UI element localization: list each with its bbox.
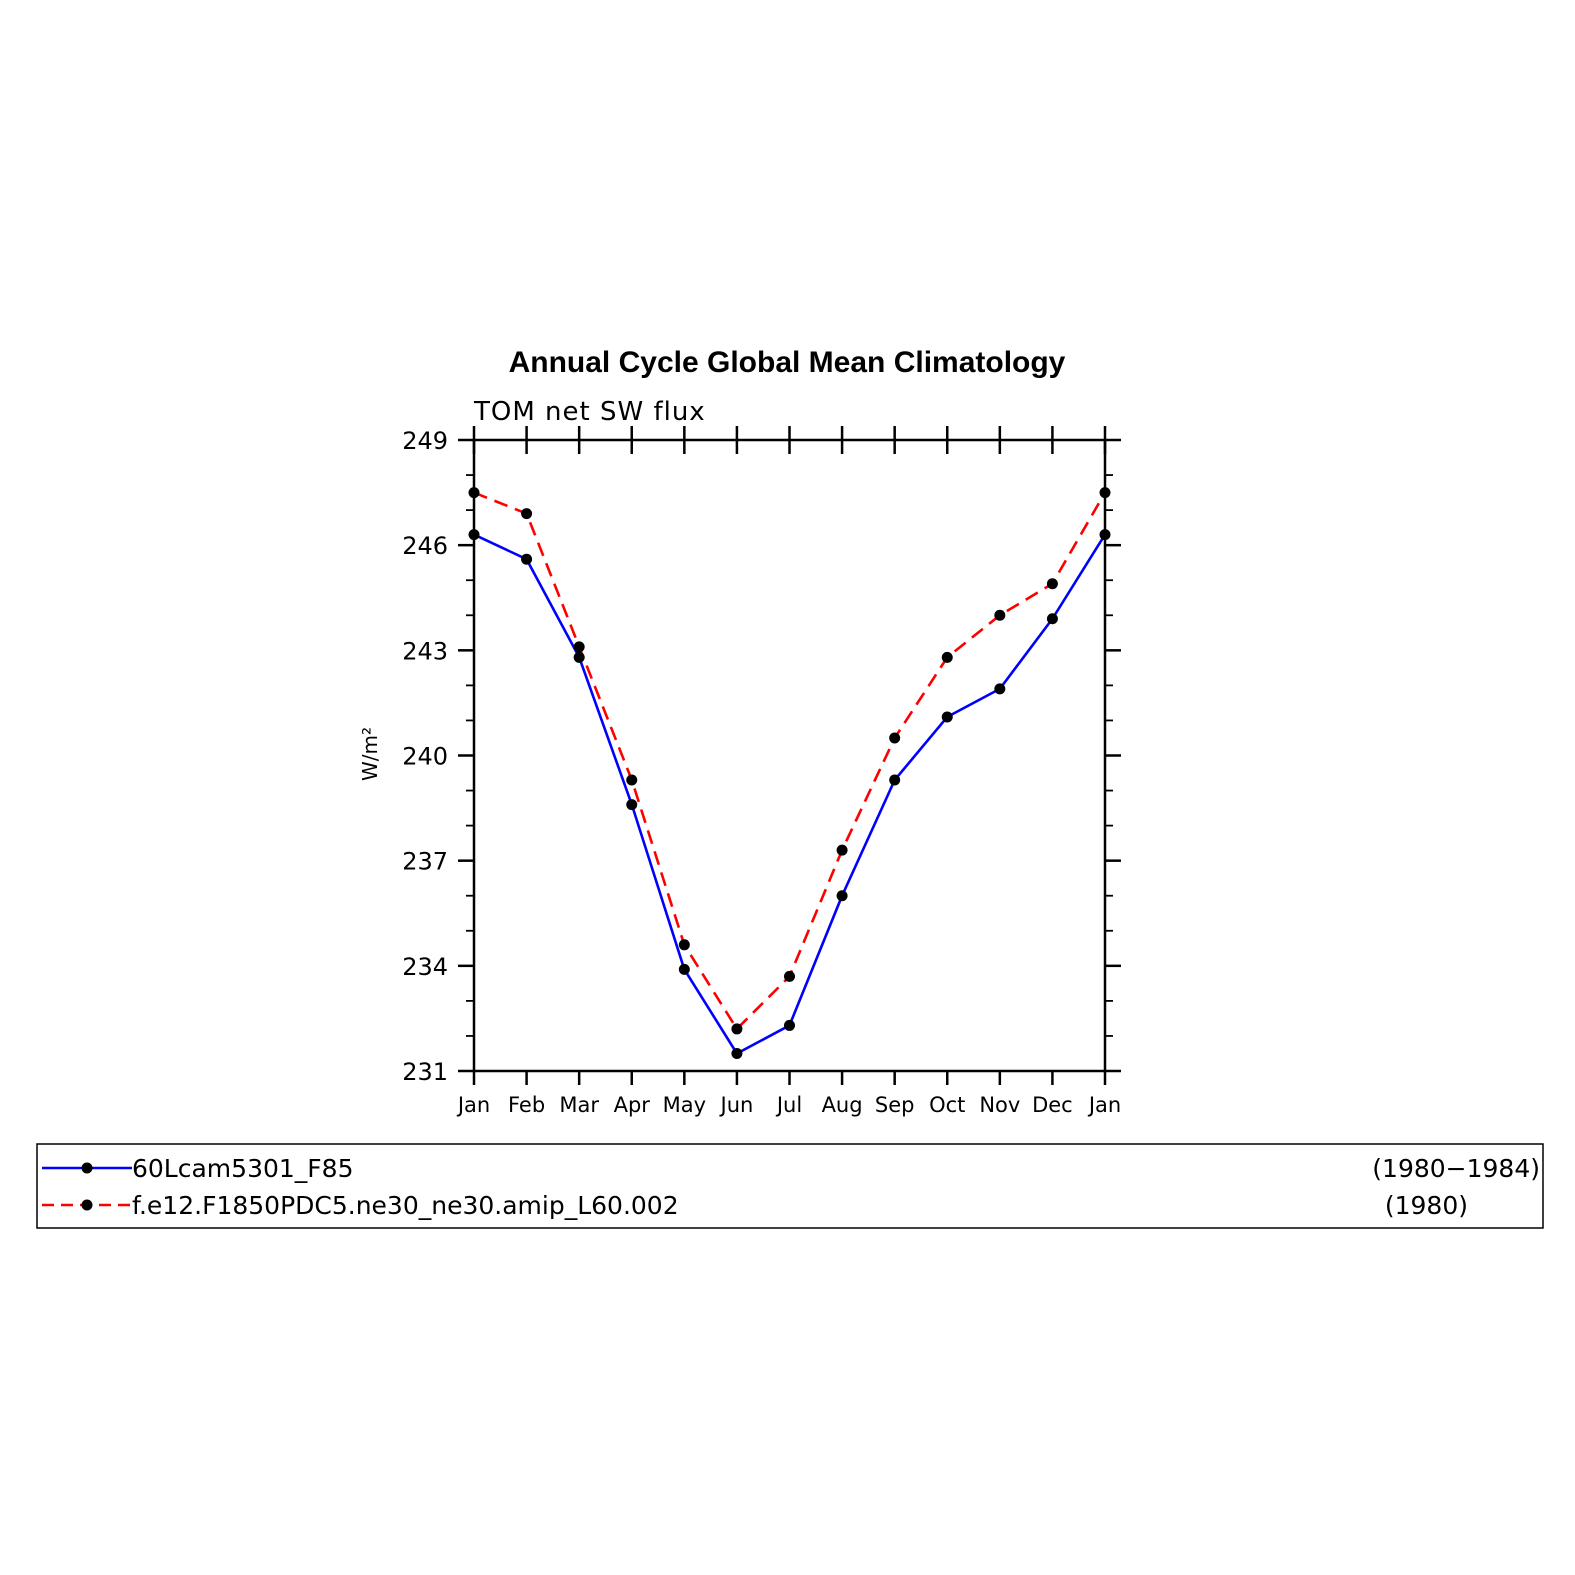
data-point-series-2 (731, 1023, 743, 1035)
x-tick-labels: Jan Feb Mar Apr May Jun Jul Aug Sep Oct Nov Dec Jan (456, 1093, 1121, 1117)
y-tick-label: 231 (402, 1058, 448, 1086)
data-point-series-2 (994, 609, 1006, 621)
legend-period-2: (1980) (1385, 1191, 1468, 1220)
x-tick-label: Dec (1032, 1093, 1073, 1117)
data-point-series-1 (994, 683, 1006, 695)
data-point-series-2 (626, 774, 638, 786)
y-tick-labels: 231 234 237 240 243 246 249 (402, 427, 448, 1086)
data-point-series-1 (626, 799, 638, 811)
legend: 60Lcam5301_F85 (1980−1984) f.e12.F1850PDC5… (42, 1154, 1540, 1220)
x-tick-label: Nov (979, 1093, 1020, 1117)
data-point-series-1 (1046, 613, 1058, 625)
data-point-series-1 (573, 651, 585, 663)
y-tick-label: 249 (402, 427, 448, 455)
y-tick-label: 246 (402, 532, 448, 560)
data-point-series-2 (941, 651, 953, 663)
data-point-series-1 (889, 774, 901, 786)
y-axis-label: W/m² (358, 727, 382, 781)
x-tick-label: Apr (614, 1093, 651, 1117)
data-point-series-1 (468, 529, 480, 541)
x-tick-label: Jul (775, 1093, 802, 1117)
data-point-series-1 (784, 1019, 795, 1031)
legend-swatch-marker-1 (81, 1162, 93, 1174)
x-tick-label: Mar (559, 1093, 599, 1117)
y-tick-label: 243 (402, 637, 448, 665)
x-tick-label: Jan (1087, 1093, 1121, 1117)
y-tick-label: 240 (402, 743, 448, 771)
legend-label-1: 60Lcam5301_F85 (132, 1154, 353, 1183)
legend-box (36, 1143, 1544, 1229)
x-tick-label: Jun (719, 1093, 754, 1117)
data-point-series-2 (836, 844, 848, 856)
x-tick-label: Oct (929, 1093, 965, 1117)
y-tick-label: 234 (402, 953, 448, 981)
data-point-series-1 (731, 1047, 743, 1059)
series-points (468, 487, 1111, 1059)
data-point-series-2 (1046, 578, 1058, 590)
data-point-series-2 (573, 641, 585, 653)
x-tick-label: May (663, 1093, 706, 1117)
legend-period-1: (1980−1984) (1372, 1154, 1540, 1183)
x-tick-label: Aug (822, 1093, 863, 1117)
legend-label-2: f.e12.F1850PDC5.ne30_ne30.amip_L60.002 (132, 1191, 679, 1220)
chart-title: Annual Cycle Global Mean Climatology (509, 346, 1066, 379)
data-point-series-2 (521, 508, 533, 520)
data-point-series-2 (1099, 487, 1111, 499)
y-tick-label: 237 (402, 848, 448, 876)
data-point-series-2 (889, 732, 901, 744)
data-point-series-2 (468, 487, 480, 499)
chart-subtitle: TOM net SW flux (473, 397, 706, 427)
legend-swatch-marker-2 (81, 1199, 93, 1211)
series-line-2 (473, 491, 1107, 1031)
data-point-series-2 (678, 939, 690, 951)
x-tick-label: Feb (508, 1093, 545, 1117)
data-point-series-1 (941, 711, 953, 723)
data-point-series-1 (521, 553, 533, 565)
data-point-series-1 (836, 890, 848, 902)
data-point-series-1 (1099, 529, 1111, 541)
x-tick-label: Jan (456, 1093, 490, 1117)
series-lines (473, 491, 1107, 1056)
x-tick-label: Sep (875, 1093, 915, 1117)
axis-ticks (458, 426, 1121, 1085)
data-point-series-2 (784, 970, 795, 982)
data-point-series-1 (678, 963, 690, 975)
